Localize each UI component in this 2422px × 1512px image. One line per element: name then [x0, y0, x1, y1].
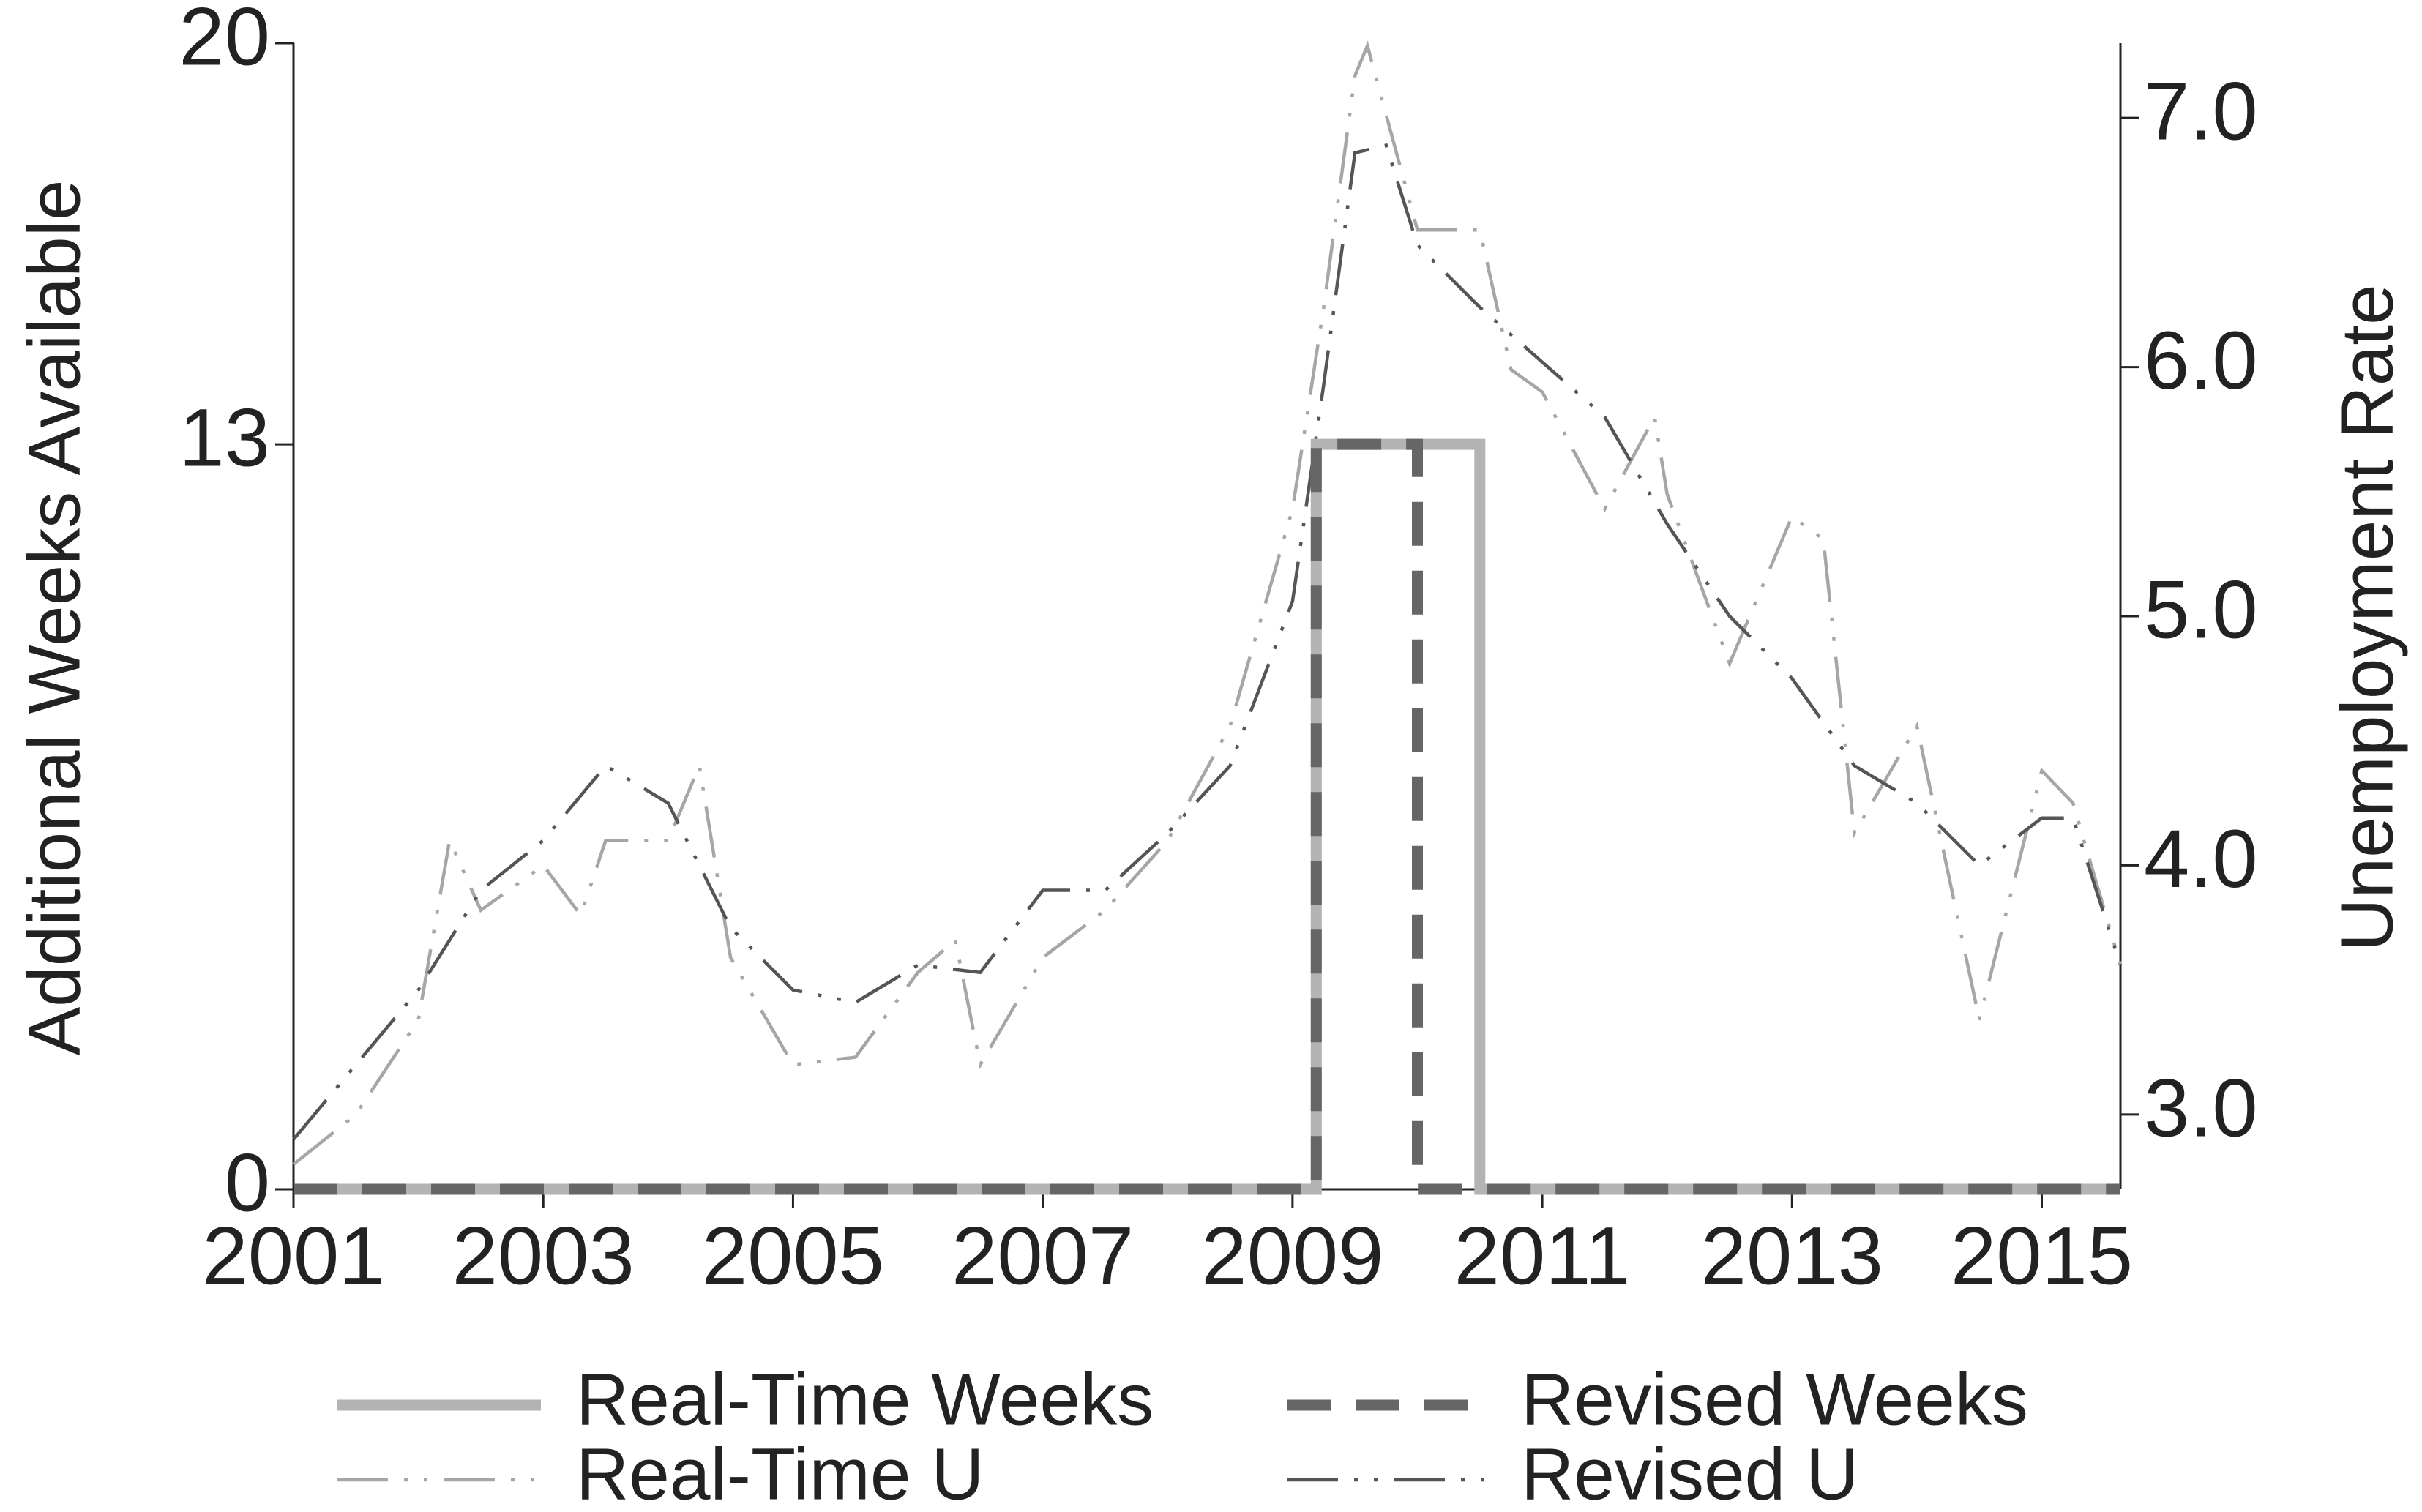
legend-label: Real-Time Weeks [576, 1358, 1154, 1440]
x-tick-label: 2015 [1951, 1210, 2133, 1302]
x-tick-label: 2003 [452, 1210, 635, 1302]
series-line [292, 40, 2123, 1166]
y2-tick-label: 7.0 [2144, 66, 2258, 157]
x-tick-label: 2011 [1454, 1210, 1631, 1302]
x-tick-label: 2001 [202, 1210, 384, 1302]
y2-tick-label: 5.0 [2144, 564, 2258, 656]
x-tick-label: 2005 [702, 1210, 884, 1302]
legend-label: Real-Time U [576, 1433, 984, 1512]
legend-label: Revised Weeks [1521, 1358, 2028, 1440]
y2-tick-label: 4.0 [2144, 813, 2258, 905]
x-tick-label: 2013 [1701, 1210, 1883, 1302]
y-tick-label: 0 [225, 1137, 270, 1229]
y2-axis-title: Unemployment Rate [2326, 284, 2408, 951]
series-line [294, 438, 2120, 1195]
x-tick-label: 2009 [1201, 1210, 1383, 1302]
y-tick-label: 20 [179, 0, 270, 83]
series-line [292, 143, 2123, 1141]
series-line [294, 438, 2120, 1195]
y2-tick-label: 3.0 [2144, 1062, 2258, 1153]
x-tick-label: 2007 [952, 1210, 1134, 1302]
y-axis-title: Additional Weeks Available [13, 179, 95, 1055]
y-tick-label: 13 [179, 392, 270, 484]
legend-label: Revised U [1521, 1433, 1858, 1512]
y2-tick-label: 6.0 [2144, 315, 2258, 406]
